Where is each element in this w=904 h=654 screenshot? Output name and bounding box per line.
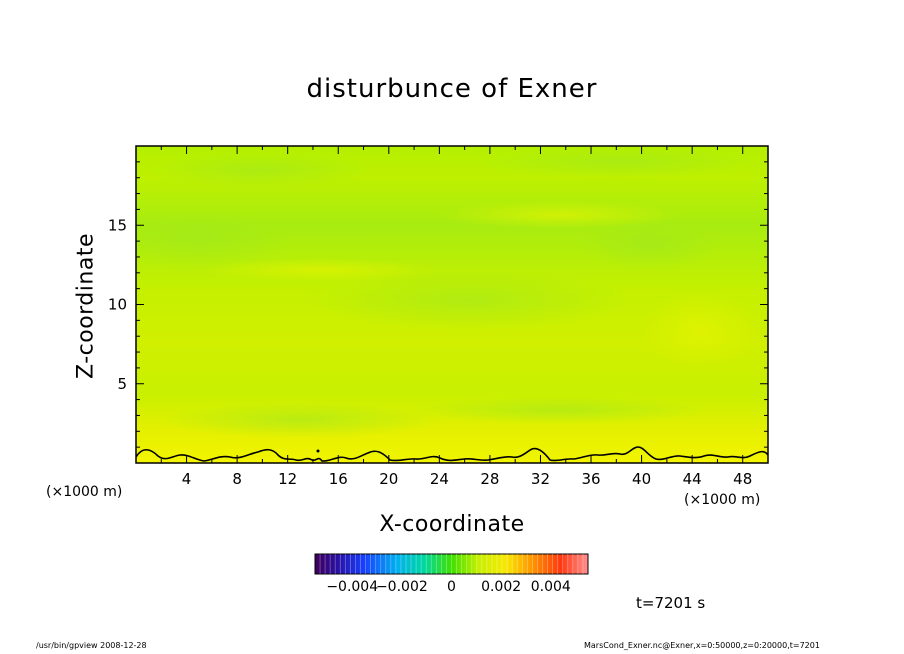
x-tick-label: 24 [430, 470, 449, 488]
x-tick-label: 44 [683, 470, 702, 488]
colorbar-tick-label: −0.002 [376, 579, 428, 595]
colorbar-tick-label: 0 [447, 579, 456, 595]
field-patch [200, 258, 440, 282]
x-tick-label: 28 [480, 470, 499, 488]
colorbar-tick-label: −0.004 [326, 579, 378, 595]
field-patch [136, 210, 290, 270]
field-patch [136, 442, 768, 462]
x-tick-label: 32 [531, 470, 550, 488]
colorbar: −0.004−0.002 0 0.002 0.004 [314, 553, 589, 595]
field-patch [150, 152, 370, 188]
field-patch [640, 290, 760, 370]
field-patch [310, 270, 630, 330]
footer-command: /usr/bin/gpview 2008-12-28 [36, 641, 147, 650]
field-patch [580, 220, 720, 270]
colorbar-labels: −0.004−0.002 0 0.002 0.004 [326, 579, 571, 595]
field-patch [480, 146, 760, 178]
y-axis-label: Z-coordinate [73, 233, 99, 379]
colorbar-tick-label: 0.004 [531, 579, 571, 595]
x-tick-label: 4 [182, 470, 192, 488]
x-tick-label: 48 [733, 470, 752, 488]
x-unit-label-right: (×1000 m) [684, 492, 761, 508]
field-patch [160, 402, 440, 438]
zero-contour-line [136, 446, 768, 462]
x-tick-label: 20 [379, 470, 398, 488]
footer-source: MarsCond_Exner.nc@Exner,x=0:50000,z=0:20… [584, 641, 820, 650]
heatmap-field [136, 146, 768, 463]
time-label: t=7201 s [636, 594, 706, 612]
x-tick-label: 8 [232, 470, 242, 488]
x-tick-label: 40 [632, 470, 651, 488]
y-tick-label: 15 [108, 216, 127, 234]
colorbar-gradient [314, 553, 589, 575]
y-tick-label: 5 [117, 375, 127, 393]
x-axis-label: X-coordinate [379, 512, 525, 537]
chart-title: disturbunce of Exner [306, 74, 598, 104]
field-patch [410, 396, 710, 424]
x-tick-label: 12 [278, 470, 297, 488]
x-tick-label: 16 [329, 470, 348, 488]
colorbar-tick-label: 0.002 [481, 579, 521, 595]
contour-dot [316, 449, 320, 453]
x-tick-label: 36 [581, 470, 600, 488]
y-tick-label: 10 [108, 296, 127, 314]
x-unit-label-left: (×1000 m) [46, 484, 123, 500]
axis-ticks [136, 146, 768, 463]
field-patch [440, 201, 680, 229]
colorbar-separators [319, 554, 584, 574]
